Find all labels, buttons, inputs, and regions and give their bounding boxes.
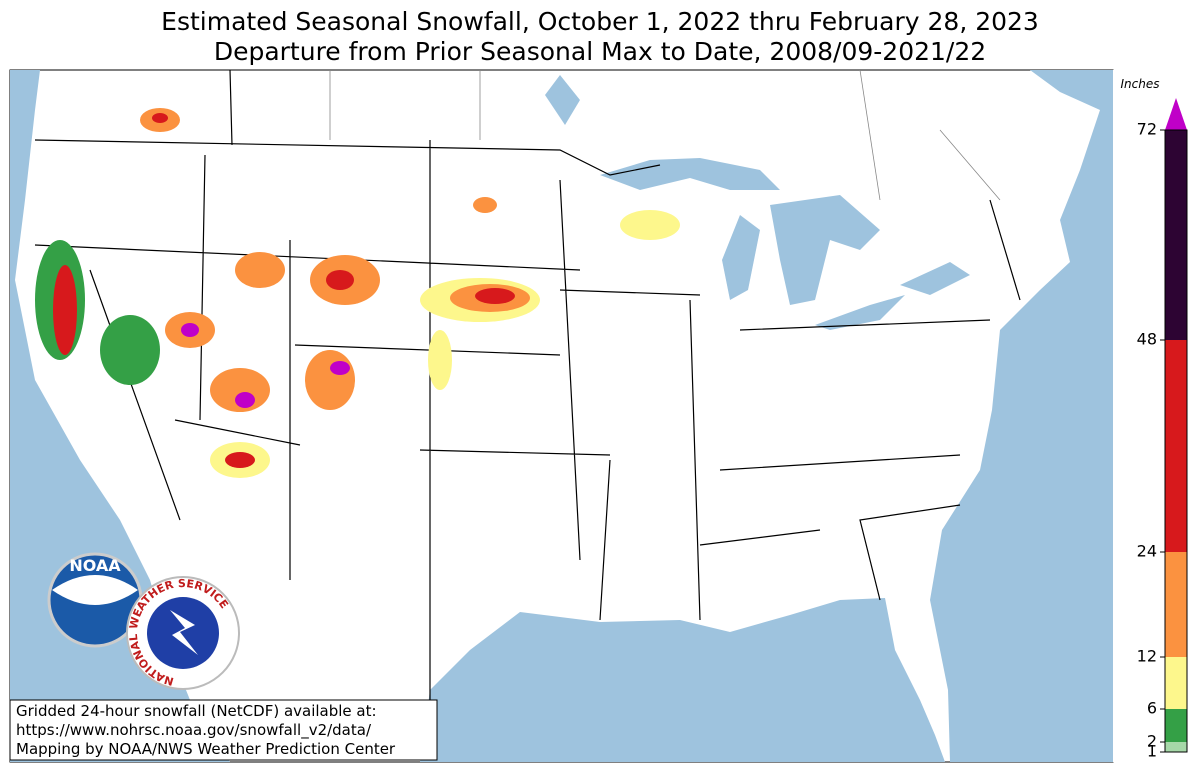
footer-line: https://www.nohrsc.noaa.gov/snowfall_v2/… <box>16 721 372 740</box>
colorbar-tick-label: 12 <box>1137 647 1157 666</box>
colorbar-outline <box>1164 129 1188 753</box>
noaa-logo: NOAA <box>47 552 143 648</box>
colorbar-tick-label: 2 <box>1147 732 1157 751</box>
footer-line: Mapping by NOAA/NWS Weather Prediction C… <box>16 740 396 758</box>
colorbar-tick-label: 48 <box>1137 330 1157 349</box>
colorbar-segment <box>1165 552 1187 657</box>
title: Estimated Seasonal Snowfall, October 1, … <box>161 7 1039 36</box>
colorbar-segment <box>1165 709 1187 742</box>
colorbar-segment <box>1165 130 1187 340</box>
footer: Gridded 24-hour snowfall (NetCDF) availa… <box>9 699 438 761</box>
footer-line: Gridded 24-hour snowfall (NetCDF) availa… <box>16 702 377 720</box>
snow-areas <box>35 108 680 478</box>
noaa-text: NOAA <box>69 556 121 575</box>
colorbar: Inches 12 6 12 24 48 72 <box>1113 70 1200 762</box>
colorbar-tick-label: 72 <box>1137 120 1157 139</box>
colorbar-tick-label: 1 <box>1147 742 1157 761</box>
colorbar-segment <box>1165 340 1187 552</box>
colorbar-segment <box>1165 657 1187 709</box>
colorbar-label: Inches <box>1121 77 1160 91</box>
subtitle: Departure from Prior Seasonal Max to Dat… <box>214 37 986 66</box>
nws-logo: NATIONAL WEATHER SERVICE <box>126 576 240 690</box>
colorbar-extend <box>1165 98 1187 130</box>
colorbar-tick-label: 6 <box>1147 699 1157 718</box>
colorbar-segment <box>1165 742 1187 752</box>
colorbar-tick-label: 24 <box>1137 542 1157 561</box>
